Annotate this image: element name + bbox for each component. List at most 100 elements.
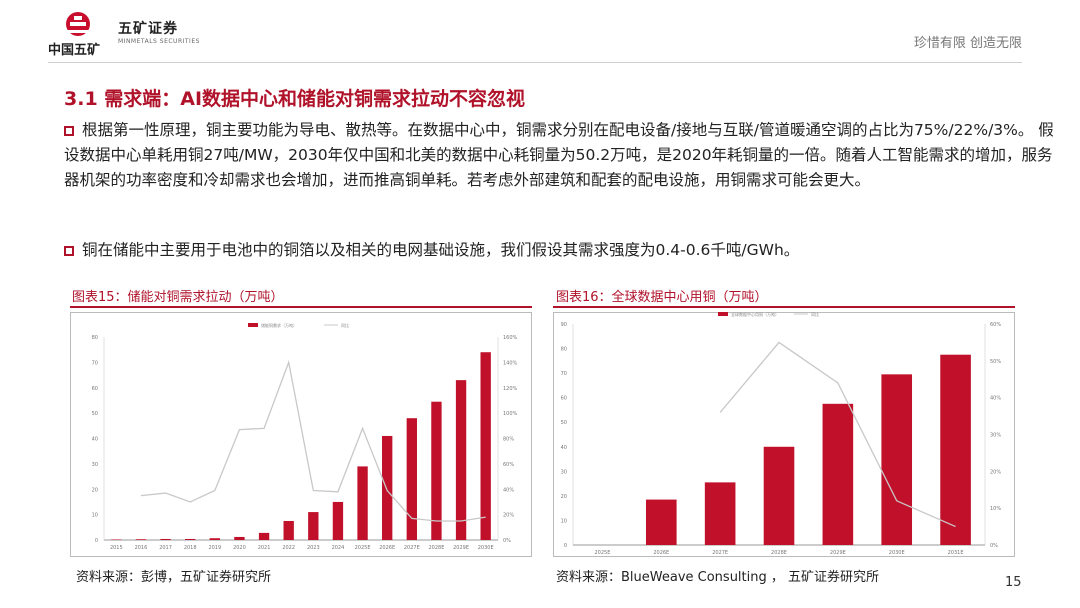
brand-logo: 五矿证券 MINMETALS SECURITIES bbox=[118, 18, 200, 48]
y-tick-left: 0 bbox=[95, 538, 98, 544]
y-tick-left: 50 bbox=[92, 411, 98, 417]
legend-line-label: 同比 bbox=[341, 322, 349, 328]
bar bbox=[704, 482, 736, 545]
y-tick-right: 60% bbox=[503, 462, 514, 468]
page-header: 中国五矿 五矿证券 MINMETALS SECURITIES 珍惜有限 创造无限 bbox=[0, 0, 1080, 64]
bar bbox=[332, 501, 344, 540]
y-tick-left: 10 bbox=[92, 513, 98, 519]
x-tick-label: 2019 bbox=[208, 545, 221, 551]
x-tick-label: 2021 bbox=[258, 545, 271, 551]
chart-frame bbox=[70, 312, 532, 557]
figure-16-title: 图表16：全球数据中心用铜（万吨） bbox=[556, 290, 768, 305]
x-tick-label: 2016 bbox=[135, 545, 148, 551]
y-tick-right: 60% bbox=[990, 322, 1001, 328]
minmetals-logo: 中国五矿 bbox=[48, 10, 120, 58]
bar bbox=[382, 435, 393, 540]
x-tick-label: 2025E bbox=[594, 550, 610, 556]
bar bbox=[357, 466, 368, 540]
paragraph-1: 根据第一性原理，铜主要功能为导电、散热等。在数据中心中，铜需求分别在配电设备/接… bbox=[64, 118, 1054, 193]
x-tick-label: 2029E bbox=[830, 550, 846, 556]
legend-bar-swatch bbox=[248, 323, 258, 327]
bar bbox=[111, 539, 122, 540]
bar bbox=[940, 354, 971, 545]
figure-15-rule bbox=[70, 306, 532, 308]
y-tick-right: 20% bbox=[990, 469, 1001, 475]
figure-16-source: 资料来源：BlueWeave Consulting ， 五矿证券研究所 bbox=[556, 570, 880, 585]
bar bbox=[185, 538, 196, 540]
x-tick-label: 2027E bbox=[404, 545, 420, 551]
x-tick-label: 2023 bbox=[307, 545, 320, 551]
x-tick-label: 2028E bbox=[428, 545, 444, 551]
y-tick-left: 70 bbox=[92, 360, 98, 366]
bar bbox=[822, 403, 854, 545]
y-tick-left: 60 bbox=[561, 396, 567, 402]
energy-storage-copper-chart: 0 10 20 30 40 50 60 70 80 0% 20% 40% 60% 80% 100% 120% 1… bbox=[70, 312, 532, 557]
y-tick-left: 90 bbox=[561, 322, 567, 328]
bar bbox=[455, 380, 467, 540]
page-number: 15 bbox=[1005, 575, 1022, 590]
bar bbox=[135, 539, 147, 540]
x-tick-label: 2026E bbox=[653, 550, 669, 556]
minmetals-emblem-icon bbox=[66, 12, 90, 36]
paragraph-2-text: 铜在储能中主要用于电池中的铜箔以及相关的电网基础设施，我们假设其需求强度为0.4… bbox=[82, 241, 800, 259]
bar bbox=[645, 499, 677, 545]
x-tick-label: 2031E bbox=[948, 550, 964, 556]
y-tick-right: 80% bbox=[503, 437, 514, 443]
bar bbox=[160, 538, 171, 540]
square-bullet-icon bbox=[64, 126, 74, 136]
yoy-line bbox=[719, 341, 956, 528]
page-title: 3.1 需求端：AI数据中心和储能对铜需求拉动不容忽视 bbox=[64, 88, 526, 110]
x-tick-label: 2027E bbox=[712, 550, 728, 556]
y-tick-left: 50 bbox=[561, 420, 567, 426]
x-tick-label: 2017 bbox=[159, 545, 172, 551]
bar bbox=[431, 401, 442, 540]
figure-16-rule bbox=[553, 306, 1015, 308]
brand-english: MINMETALS SECURITIES bbox=[118, 38, 200, 45]
chart-frame bbox=[553, 312, 1015, 557]
y-tick-right: 40% bbox=[990, 396, 1001, 402]
y-tick-left: 0 bbox=[564, 543, 567, 549]
bar bbox=[234, 536, 245, 540]
x-tick-label: 2020 bbox=[233, 545, 246, 551]
x-tick-label: 2022 bbox=[282, 545, 295, 551]
bar bbox=[763, 446, 795, 545]
y-tick-right: 0% bbox=[990, 543, 998, 549]
y-tick-right: 160% bbox=[503, 335, 518, 341]
x-tick-label: 2030E bbox=[889, 550, 905, 556]
x-tick-label: 2018 bbox=[184, 545, 197, 551]
y-tick-left: 60 bbox=[92, 386, 98, 392]
x-tick-label: 2029E bbox=[453, 545, 469, 551]
y-tick-left: 30 bbox=[92, 462, 98, 468]
bar bbox=[283, 520, 294, 540]
x-tick-label: 2024 bbox=[332, 545, 345, 551]
y-tick-left: 10 bbox=[561, 518, 567, 524]
bar bbox=[308, 512, 319, 540]
legend-line-label: 同比 bbox=[811, 312, 819, 317]
x-tick-label: 2025E bbox=[355, 545, 371, 551]
legend-bar-label: 储能铜需求（万吨） bbox=[261, 322, 297, 328]
bar bbox=[258, 532, 270, 540]
legend-bar-swatch bbox=[718, 312, 728, 316]
brand-name: 五矿证券 bbox=[118, 21, 178, 37]
y-tick-right: 10% bbox=[990, 506, 1001, 512]
y-tick-right: 120% bbox=[503, 386, 518, 392]
y-tick-left: 20 bbox=[92, 487, 98, 493]
paragraph-2: 铜在储能中主要用于电池中的铜箔以及相关的电网基础设施，我们假设其需求强度为0.4… bbox=[64, 238, 1054, 263]
bar bbox=[881, 374, 913, 545]
y-tick-left: 70 bbox=[561, 371, 567, 377]
y-tick-right: 140% bbox=[503, 360, 518, 366]
figure-15-title: 图表15：储能对铜需求拉动（万吨） bbox=[72, 290, 284, 305]
y-tick-right: 0% bbox=[503, 538, 511, 544]
square-bullet-icon bbox=[64, 246, 74, 256]
figure-15-source: 资料来源：彭博，五矿证券研究所 bbox=[76, 570, 272, 585]
y-tick-left: 40 bbox=[561, 445, 567, 451]
yoy-line bbox=[140, 359, 486, 522]
bar bbox=[209, 538, 220, 540]
x-tick-label: 2028E bbox=[771, 550, 787, 556]
y-tick-right: 40% bbox=[503, 487, 514, 493]
slogan: 珍惜有限 创造无限 bbox=[913, 36, 1022, 51]
legend-bar-label: 全球数据中心用铜（万吨） bbox=[731, 312, 779, 317]
y-tick-left: 80 bbox=[561, 347, 567, 353]
x-tick-label: 2026E bbox=[379, 545, 395, 551]
y-tick-right: 20% bbox=[503, 513, 514, 519]
